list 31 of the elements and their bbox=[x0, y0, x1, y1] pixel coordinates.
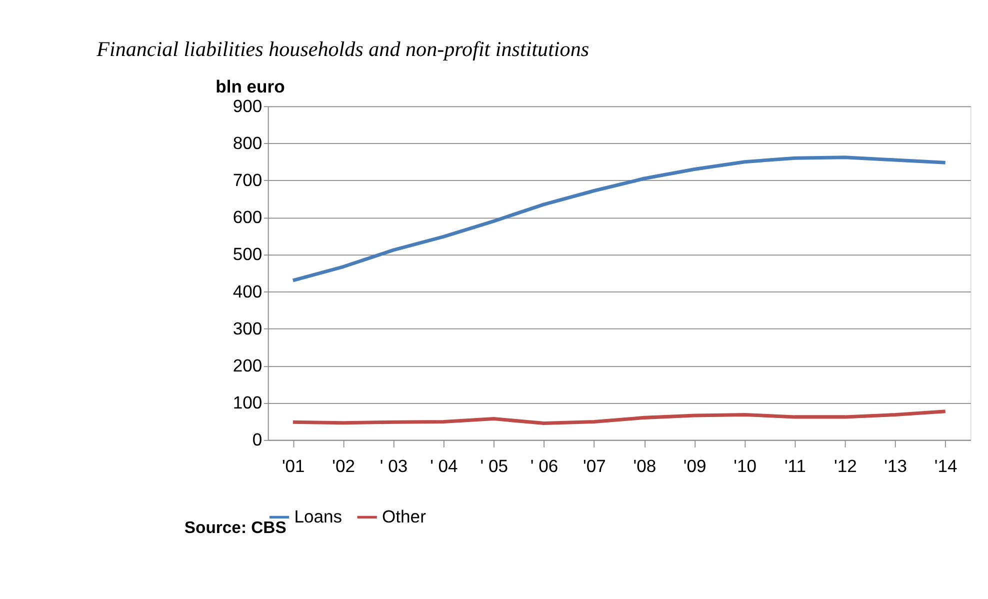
source-note: Source: CBS bbox=[184, 518, 286, 538]
legend-label: Loans bbox=[294, 506, 342, 526]
x-tick-label: '02 bbox=[332, 456, 356, 476]
y-tick-label: 500 bbox=[232, 244, 262, 264]
x-tick-label: ' 05 bbox=[480, 456, 508, 476]
line-series bbox=[291, 410, 948, 426]
x-tick-label: '11 bbox=[784, 456, 806, 476]
y-tick-label: 300 bbox=[232, 318, 262, 338]
legend-label: Other bbox=[382, 506, 426, 526]
y-tick-label: 200 bbox=[232, 355, 262, 376]
y-tick-label: 400 bbox=[232, 281, 262, 302]
x-tick-label: '09 bbox=[683, 456, 706, 476]
x-tick-label: '14 bbox=[934, 456, 958, 476]
y-tick-label: 800 bbox=[232, 132, 262, 153]
x-tick-label: '13 bbox=[884, 456, 908, 476]
x-tick-label: ' 03 bbox=[380, 456, 408, 476]
y-tick-label: 600 bbox=[232, 207, 262, 228]
x-tick-label: ' 04 bbox=[430, 456, 458, 476]
y-tick-label: 0 bbox=[252, 430, 262, 450]
x-tick-label: '07 bbox=[583, 456, 606, 476]
y-tick-label: 900 bbox=[232, 96, 262, 116]
y-tick-label: 100 bbox=[232, 392, 262, 413]
x-tick-label: '12 bbox=[834, 456, 857, 476]
x-tick-label: '08 bbox=[633, 456, 656, 476]
chart-title: Financial liabilities households and non-profit institutions bbox=[96, 37, 590, 62]
line-series bbox=[291, 156, 948, 282]
y-axis-title: bln euro bbox=[216, 76, 286, 97]
x-tick-label: '01 bbox=[282, 456, 305, 476]
x-tick-label: '10 bbox=[734, 456, 757, 476]
x-tick-label: ' 06 bbox=[530, 456, 558, 476]
y-tick-label: 700 bbox=[232, 170, 262, 190]
